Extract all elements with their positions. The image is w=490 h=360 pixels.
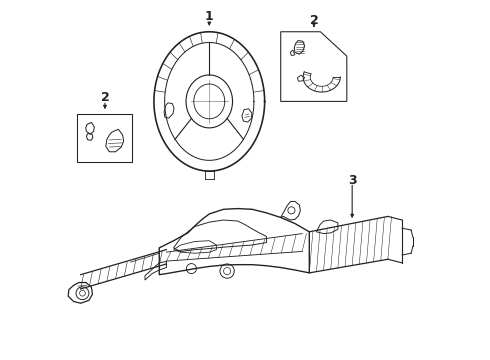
Bar — [77, 114, 132, 162]
Text: 2: 2 — [100, 91, 109, 104]
Text: 3: 3 — [348, 174, 357, 186]
Text: 1: 1 — [205, 10, 214, 23]
Text: 2: 2 — [310, 14, 318, 27]
